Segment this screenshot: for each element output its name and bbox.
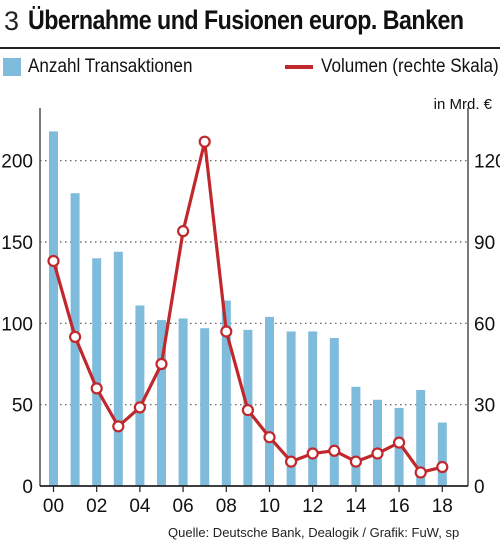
volume-point <box>47 254 60 268</box>
right-tick-label: 90 <box>474 233 495 254</box>
volume-point <box>112 420 125 433</box>
bar <box>178 318 188 486</box>
bar <box>157 320 166 486</box>
legend-bar-swatch <box>3 58 21 76</box>
left-tick-label: 100 <box>1 314 33 335</box>
volume-point <box>177 225 190 238</box>
header-rule <box>0 47 500 49</box>
x-tick-label: 02 <box>86 496 107 517</box>
legend-line-swatch <box>285 65 313 69</box>
x-tick-label: 16 <box>389 496 410 517</box>
volume-point <box>306 447 319 460</box>
chart-title: Übernahme und Fusionen europ. Banken <box>28 5 464 35</box>
volume-point <box>349 455 362 468</box>
volume-point <box>393 436 406 449</box>
volume-point <box>68 330 82 343</box>
volume-point <box>414 466 427 479</box>
x-tick-label: 18 <box>432 496 453 517</box>
bar <box>49 131 58 487</box>
bar <box>113 251 123 486</box>
volume-point <box>263 431 276 444</box>
right-axis-unit: in Mrd. € <box>433 96 492 113</box>
chart-header: 3 Übernahme und Fusionen europ. Banken <box>0 0 500 52</box>
bar <box>416 390 426 486</box>
volume-point <box>220 325 233 338</box>
bar <box>200 328 210 486</box>
bar <box>373 399 382 486</box>
left-tick-label: 200 <box>1 152 33 173</box>
bar <box>437 422 447 486</box>
volume-point <box>241 403 254 417</box>
volume-point <box>133 401 146 414</box>
right-tick-label: 60 <box>474 314 495 335</box>
bar <box>265 316 274 486</box>
bar <box>135 305 145 486</box>
x-tick-label: 04 <box>129 496 151 517</box>
legend: Anzahl Transaktionen Volumen (rechte Ska… <box>0 52 500 82</box>
volume-point <box>285 455 298 468</box>
bar <box>329 337 339 486</box>
right-tick-label: 30 <box>474 396 495 417</box>
left-tick-label: 0 <box>22 477 33 498</box>
x-tick-label: 00 <box>43 496 64 517</box>
bar <box>308 331 318 486</box>
x-tick-label: 06 <box>173 496 194 517</box>
figure-number: 3 <box>4 6 20 36</box>
left-tick-label: 50 <box>12 396 33 417</box>
legend-bars-label: Anzahl Transaktionen <box>28 56 193 77</box>
left-tick-label: 150 <box>1 233 33 254</box>
volume-point <box>198 135 211 148</box>
legend-line-label: Volumen (rechte Skala) <box>321 56 499 77</box>
source-note: Quelle: Deutsche Bank, Dealogik / Grafik… <box>168 525 460 540</box>
x-tick-label: 12 <box>302 496 323 517</box>
right-tick-label: 0 <box>474 477 485 498</box>
bar <box>351 386 361 486</box>
volume-point <box>155 357 168 371</box>
volume-point <box>328 444 341 457</box>
volume-point <box>371 447 384 460</box>
volume-point <box>436 460 449 474</box>
volume-point <box>90 382 103 395</box>
x-tick-label: 10 <box>259 496 280 517</box>
right-tick-label: 120 <box>474 152 500 173</box>
bar <box>92 258 102 486</box>
bar <box>221 300 231 486</box>
x-tick-label: 08 <box>216 496 237 517</box>
x-tick-label: 14 <box>345 496 367 517</box>
bar <box>286 331 296 486</box>
